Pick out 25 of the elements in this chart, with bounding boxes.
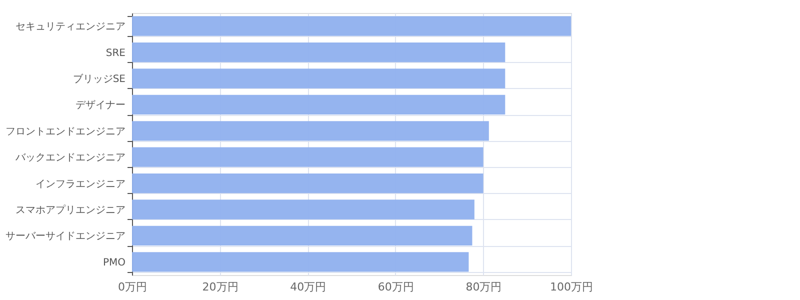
y-tick-label: デザイナー xyxy=(76,100,126,112)
bar xyxy=(132,147,484,167)
bar xyxy=(132,42,506,62)
bar xyxy=(132,200,474,220)
y-tick-label: SRE xyxy=(106,48,126,59)
bar xyxy=(132,252,469,272)
x-tick-label: 40万円 xyxy=(290,280,326,294)
bar xyxy=(132,226,472,246)
y-tick-label: PMO xyxy=(102,257,126,268)
x-tick-label: 0万円 xyxy=(118,280,147,294)
y-tick-label: フロントエンドエンジニア xyxy=(6,126,126,138)
bar xyxy=(132,173,484,194)
y-tick-label: セキュリティエンジニア xyxy=(16,22,126,33)
x-tick-label: 20万円 xyxy=(202,280,238,294)
y-tick-label: スマホアプリエンジニア xyxy=(16,204,126,216)
y-tick-label: サーバーサイドエンジニア xyxy=(6,231,126,242)
y-tick-label: ブリッジSE xyxy=(72,73,126,85)
y-tick-label: インフラエンジニア xyxy=(36,178,126,190)
x-tick-label: 80万円 xyxy=(466,280,502,294)
x-tick-label: 60万円 xyxy=(378,280,414,294)
y-tick-label: バックエンドエンジニア xyxy=(14,152,126,164)
x-tick-label: 100万円 xyxy=(550,280,593,294)
bar xyxy=(132,121,489,141)
bar xyxy=(132,68,506,88)
bar xyxy=(132,94,506,115)
